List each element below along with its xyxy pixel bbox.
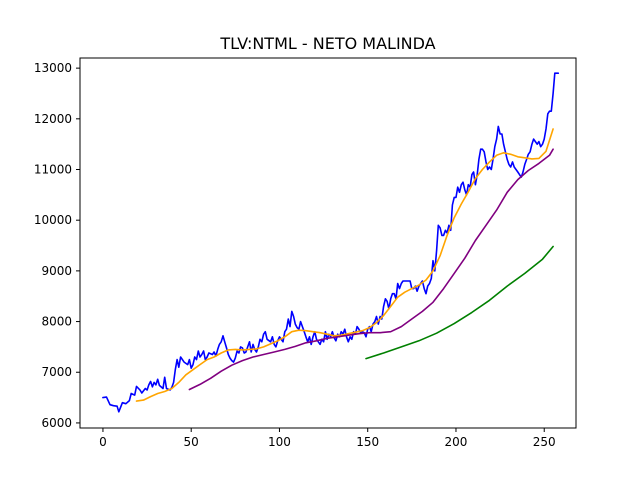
- y-tick-label: 11000: [34, 163, 72, 177]
- y-tick-label: 6000: [41, 416, 72, 430]
- series-line-4: [365, 245, 554, 360]
- series-layer: [102, 72, 560, 413]
- y-tick-label: 13000: [34, 61, 72, 75]
- y-tick-label: 9000: [41, 264, 72, 278]
- y-tick-label: 8000: [41, 315, 72, 329]
- x-tick-label: 150: [356, 435, 379, 449]
- chart-title: TLV:NTML - NETO MALINDA: [219, 34, 435, 53]
- y-tick-label: 7000: [41, 365, 72, 379]
- plot-frame: [79, 57, 577, 429]
- x-tick-label: 100: [268, 435, 291, 449]
- series-line-3: [188, 148, 554, 391]
- series-line-2: [135, 128, 554, 402]
- x-tick-label: 250: [533, 435, 556, 449]
- x-tick-label: 50: [184, 435, 199, 449]
- ticks-layer: 0 50 100 150 200 250 6000 7000 8000 9000 10000 1100…: [34, 61, 556, 449]
- y-tick-label: 12000: [34, 112, 72, 126]
- y-tick-label: 10000: [34, 213, 72, 227]
- x-tick-label: 0: [99, 435, 107, 449]
- series-line-1: [102, 72, 560, 413]
- x-tick-label: 200: [445, 435, 468, 449]
